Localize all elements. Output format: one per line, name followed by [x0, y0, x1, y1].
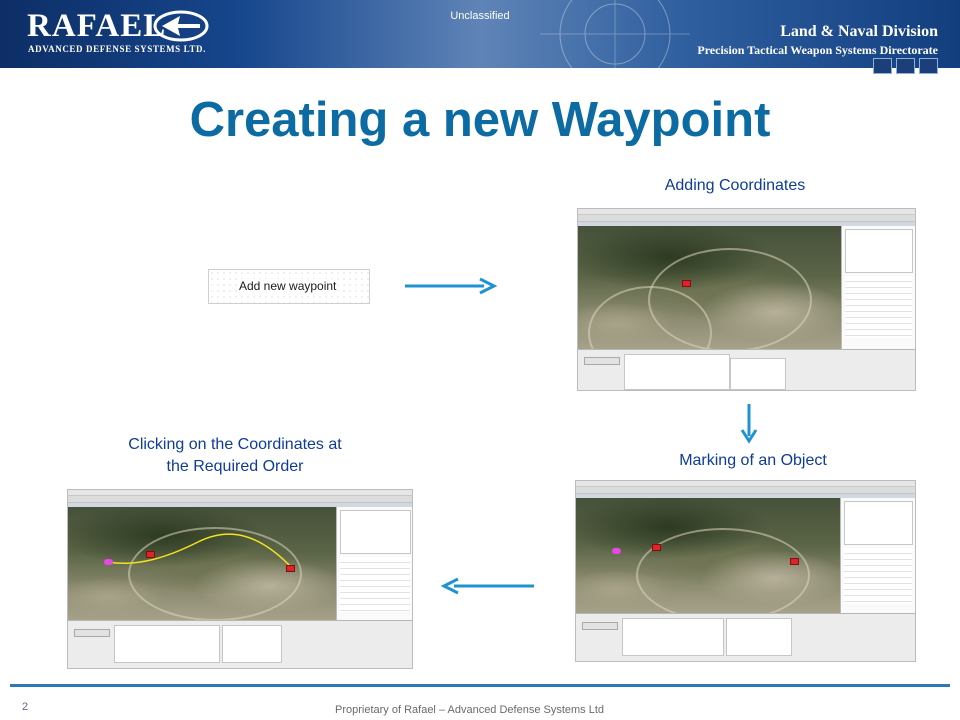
page-number: 2: [22, 701, 28, 713]
directorate-title: Precision Tactical Weapon Systems Direct…: [697, 43, 938, 58]
banner-square-3: [919, 58, 938, 74]
slide-title: Creating a new Waypoint: [0, 92, 960, 148]
caption-clicking-line1: Clicking on the Coordinates at: [80, 434, 390, 456]
properties-panel: [840, 498, 915, 614]
screenshot-adding-coordinates: [577, 208, 916, 391]
footer-divider: [10, 684, 950, 687]
classification-label: Unclassified: [0, 10, 960, 22]
banner-square-1: [873, 58, 892, 74]
caption-clicking-line2: the Required Order: [80, 456, 390, 478]
terrain-map: [68, 507, 336, 620]
bottom-panel: [576, 613, 915, 662]
properties-panel: [841, 226, 915, 350]
division-title: Land & Naval Division: [780, 23, 938, 41]
add-new-waypoint-label: Add new waypoint: [237, 279, 338, 293]
bottom-panel: [578, 349, 915, 391]
arrow-left-icon: [440, 576, 538, 596]
caption-adding-coordinates: Adding Coordinates: [600, 175, 870, 197]
caption-clicking-coordinates: Clicking on the Coordinates at the Requi…: [80, 434, 390, 478]
caption-marking-object: Marking of an Object: [620, 450, 886, 472]
screenshot-marking-object: [575, 480, 916, 662]
add-new-waypoint-button[interactable]: Add new waypoint: [208, 269, 370, 304]
terrain-map: [576, 498, 840, 613]
banner-square-2: [896, 58, 915, 74]
bottom-panel: [68, 620, 412, 669]
properties-panel: [336, 507, 413, 621]
footer-proprietary: Proprietary of Rafael – Advanced Defense…: [335, 704, 604, 716]
header-banner: RAFAEL ADVANCED DEFENSE SYSTEMS LTD. Unc…: [0, 0, 960, 68]
logo-subtitle: ADVANCED DEFENSE SYSTEMS LTD.: [28, 44, 206, 54]
terrain-map: [578, 226, 841, 349]
screenshot-clicking-coordinates: [67, 489, 413, 669]
arrow-down-icon: [738, 402, 760, 444]
arrow-right-icon: [402, 276, 498, 296]
